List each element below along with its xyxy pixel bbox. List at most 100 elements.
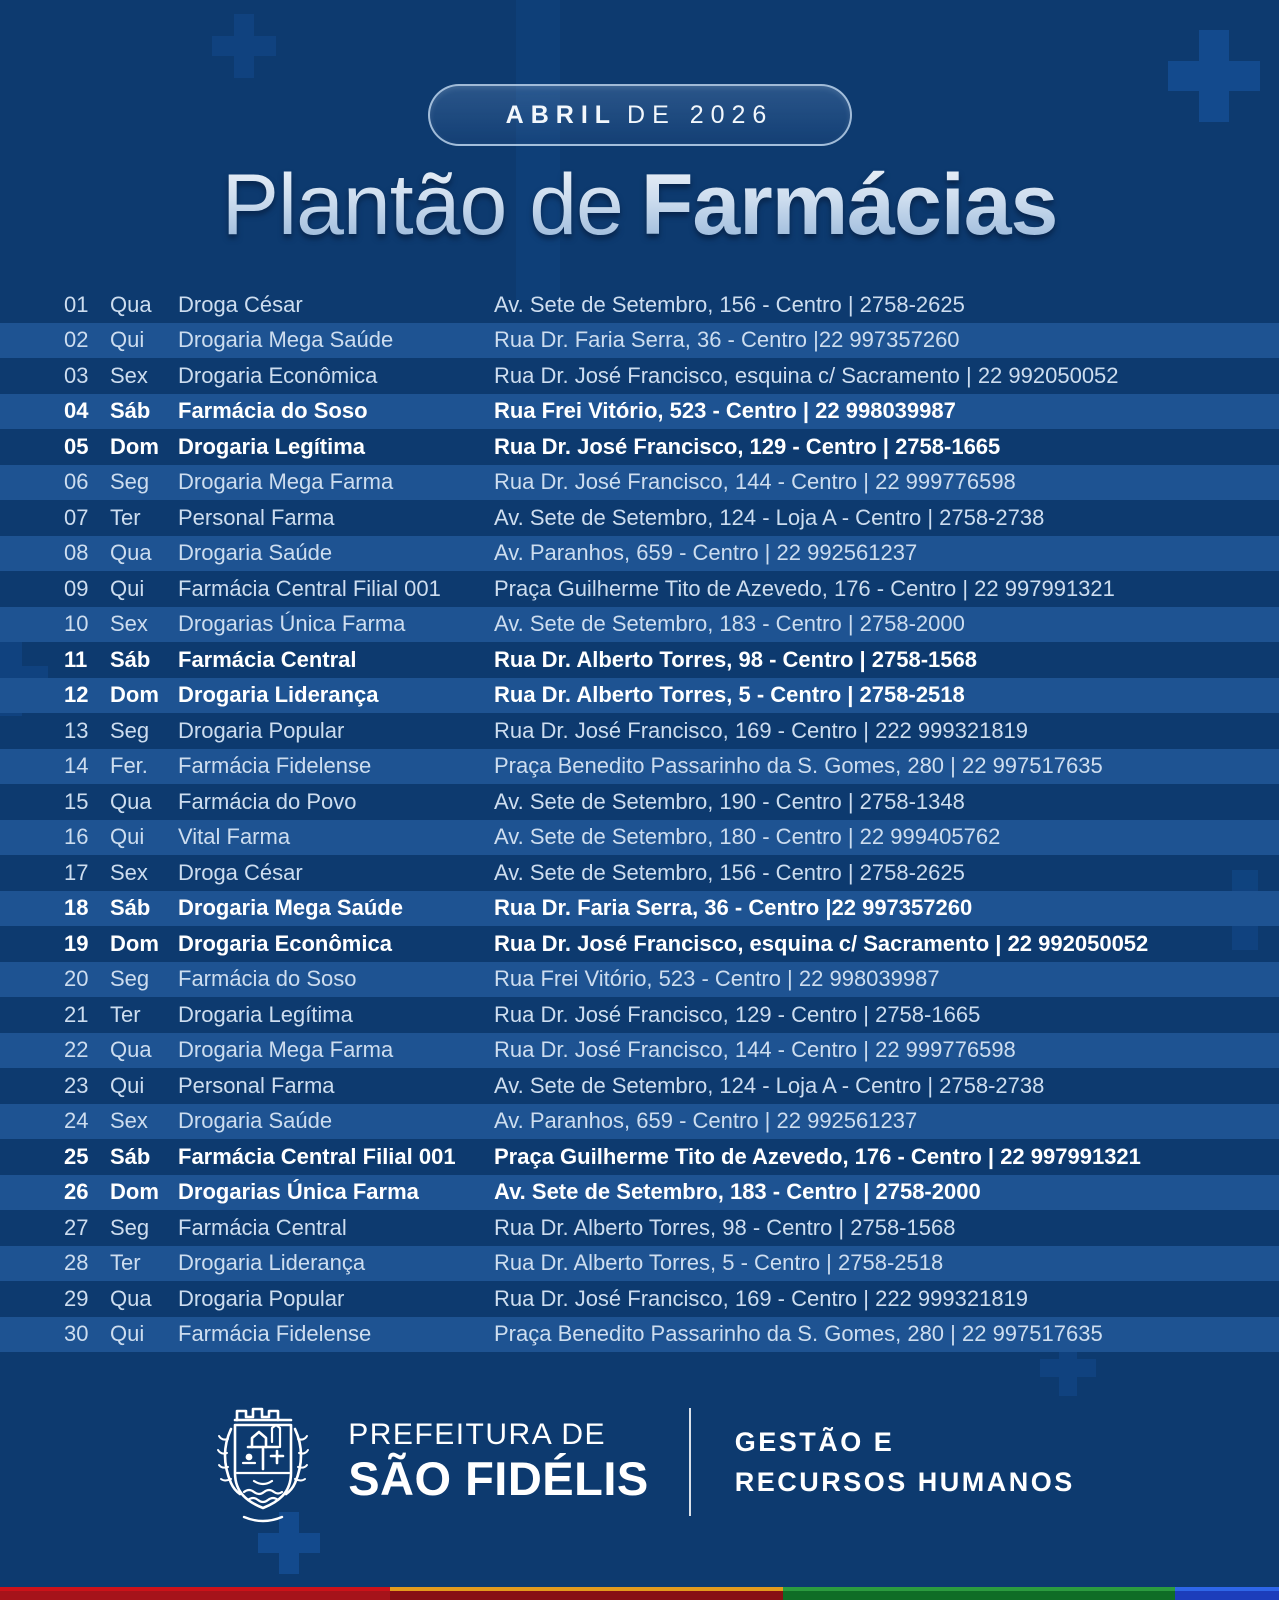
pharmacy-name: Farmácia Fidelense (178, 753, 372, 779)
table-row: 08 Qua Drogaria Saúde Av. Paranhos, 659 … (0, 535, 1279, 571)
day-number: 09 (64, 575, 89, 601)
day-number: 24 (64, 1108, 89, 1134)
pharmacy-name: Farmácia do Soso (178, 398, 368, 424)
footer-divider (688, 1408, 691, 1516)
table-row: 13 Seg Drogaria Popular Rua Dr. José Fra… (0, 713, 1279, 749)
page-title: Plantão de Farmácias (0, 158, 1279, 253)
table-row: 04 Sáb Farmácia do Soso Rua Frei Vitório… (0, 393, 1279, 429)
pharmacy-name: Drogarias Única Farma (178, 611, 406, 637)
weekday-label: Dom (110, 930, 159, 956)
weekday-label: Sáb (110, 646, 151, 672)
day-number: 19 (64, 930, 89, 956)
day-number: 21 (64, 1001, 89, 1027)
table-row: 14 Fer. Farmácia Fidelense Praça Benedit… (0, 748, 1279, 784)
department-line1: GESTÃO E (734, 1426, 895, 1457)
weekday-label: Dom (110, 433, 159, 459)
title-bold-part: Farmácias (640, 157, 1059, 253)
address-phone: Rua Dr. Alberto Torres, 98 - Centro | 27… (494, 646, 977, 672)
table-row: 30 Qui Farmácia Fidelense Praça Benedito… (0, 1316, 1279, 1352)
day-number: 02 (64, 327, 89, 353)
pharmacy-name: Droga César (178, 859, 303, 885)
pharmacy-name: Drogarias Única Farma (178, 1179, 419, 1205)
pharmacy-name: Drogaria Popular (178, 717, 345, 743)
address-phone: Av. Sete de Setembro, 190 - Centro | 275… (494, 788, 965, 814)
day-number: 25 (64, 1143, 89, 1169)
weekday-label: Qui (110, 1321, 145, 1347)
pharmacy-name: Personal Farma (178, 504, 335, 530)
weekday-label: Qua (110, 291, 152, 317)
day-number: 05 (64, 433, 89, 459)
table-row: 29 Qua Drogaria Popular Rua Dr. José Fra… (0, 1281, 1279, 1317)
address-phone: Praça Benedito Passarinho da S. Gomes, 2… (494, 753, 1103, 779)
address-phone: Praça Guilherme Tito de Azevedo, 176 - C… (494, 1143, 1141, 1169)
table-row: 20 Seg Farmácia do Soso Rua Frei Vitório… (0, 961, 1279, 997)
address-phone: Rua Dr. Alberto Torres, 5 - Centro | 275… (494, 1250, 944, 1276)
weekday-label: Dom (110, 1179, 159, 1205)
day-number: 10 (64, 611, 89, 637)
address-phone: Av. Sete de Setembro, 124 - Loja A - Cen… (494, 1072, 1045, 1098)
address-phone: Av. Sete de Setembro, 124 - Loja A - Cen… (494, 504, 1045, 530)
weekday-label: Ter (110, 1250, 141, 1276)
address-phone: Av. Sete de Setembro, 183 - Centro | 275… (494, 611, 965, 637)
day-number: 04 (64, 398, 89, 424)
pharmacy-name: Drogaria Mega Farma (178, 469, 394, 495)
pharmacy-name: Farmácia do Soso (178, 966, 357, 992)
address-phone: Rua Dr. José Francisco, 169 - Centro | 2… (494, 717, 1029, 743)
address-phone: Av. Sete de Setembro, 156 - Centro | 275… (494, 859, 965, 885)
day-number: 16 (64, 824, 89, 850)
pharmacy-name: Drogaria Econômica (178, 930, 392, 956)
pharmacy-name: Drogaria Mega Saúde (178, 327, 394, 353)
address-phone: Av. Sete de Setembro, 183 - Centro | 275… (494, 1179, 981, 1205)
pharmacy-name: Farmácia Central Filial 001 (178, 575, 441, 601)
day-number: 30 (64, 1321, 89, 1347)
table-row: 17 Sex Droga César Av. Sete de Setembro,… (0, 855, 1279, 891)
weekday-label: Seg (110, 469, 150, 495)
footer: PREFEITURA DE SÃO FIDÉLIS GESTÃO E RECUR… (0, 1395, 1279, 1529)
day-number: 27 (64, 1214, 89, 1240)
table-row: 28 Ter Drogaria Liderança Rua Dr. Albert… (0, 1245, 1279, 1281)
table-row: 23 Qui Personal Farma Av. Sete de Setemb… (0, 1068, 1279, 1104)
address-phone: Rua Dr. Faria Serra, 36 - Centro |22 997… (494, 895, 973, 921)
plus-decoration-icon (212, 14, 276, 78)
day-number: 01 (64, 291, 89, 317)
pharmacy-schedule-table: 01 Qua Droga César Av. Sete de Setembro,… (0, 287, 1279, 1352)
flag-bar-segment-green (783, 1587, 1175, 1600)
weekday-label: Fer. (110, 753, 148, 779)
weekday-label: Sex (110, 611, 148, 637)
table-row: 09 Qui Farmácia Central Filial 001 Praça… (0, 571, 1279, 607)
pharmacy-name: Drogaria Mega Farma (178, 1037, 394, 1063)
table-row: 22 Qua Drogaria Mega Farma Rua Dr. José … (0, 1032, 1279, 1068)
title-light-part: Plantão de (221, 157, 624, 253)
table-row: 11 Sáb Farmácia Central Rua Dr. Alberto … (0, 642, 1279, 678)
table-row: 07 Ter Personal Farma Av. Sete de Setemb… (0, 500, 1279, 536)
address-phone: Av. Paranhos, 659 - Centro | 22 99256123… (494, 540, 918, 566)
table-row: 27 Seg Farmácia Central Rua Dr. Alberto … (0, 1210, 1279, 1246)
table-row: 18 Sáb Drogaria Mega Saúde Rua Dr. Faria… (0, 890, 1279, 926)
pharmacy-name: Farmácia Central Filial 001 (178, 1143, 456, 1169)
weekday-label: Sex (110, 859, 148, 885)
pharmacy-name: Drogaria Econômica (178, 362, 378, 388)
day-number: 15 (64, 788, 89, 814)
day-number: 06 (64, 469, 89, 495)
table-row: 02 Qui Drogaria Mega Saúde Rua Dr. Faria… (0, 322, 1279, 358)
address-phone: Rua Dr. Alberto Torres, 5 - Centro | 275… (494, 682, 965, 708)
weekday-label: Sáb (110, 895, 151, 921)
pharmacy-name: Vital Farma (178, 824, 291, 850)
weekday-label: Qua (110, 788, 152, 814)
weekday-label: Ter (110, 1001, 141, 1027)
address-phone: Praça Guilherme Tito de Azevedo, 176 - C… (494, 575, 1115, 601)
table-row: 06 Seg Drogaria Mega Farma Rua Dr. José … (0, 464, 1279, 500)
weekday-label: Qua (110, 540, 152, 566)
address-phone: Praça Benedito Passarinho da S. Gomes, 2… (494, 1321, 1103, 1347)
day-number: 17 (64, 859, 89, 885)
day-number: 28 (64, 1250, 89, 1276)
prefecture-brand: PREFEITURA DE SÃO FIDÉLIS (348, 1418, 649, 1507)
day-number: 22 (64, 1037, 89, 1063)
month-badge: ABRIL DE 2026 (427, 84, 852, 146)
day-number: 20 (64, 966, 89, 992)
pharmacy-name: Farmácia Central (178, 1214, 347, 1240)
address-phone: Rua Dr. José Francisco, 144 - Centro | 2… (494, 469, 1016, 495)
flag-bar-segment-maroon (390, 1587, 783, 1600)
weekday-label: Qua (110, 1285, 152, 1311)
